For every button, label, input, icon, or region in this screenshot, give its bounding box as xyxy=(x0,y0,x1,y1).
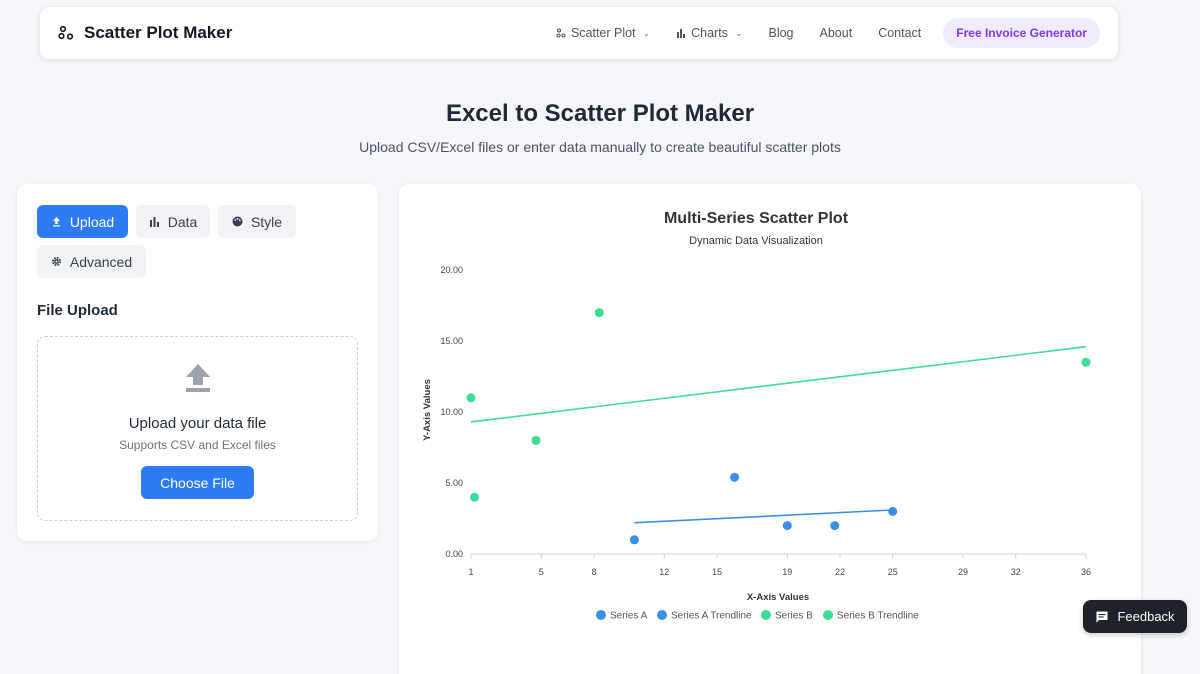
nav-contact-label: Contact xyxy=(878,26,922,40)
scatter-chart: Multi-Series Scatter Plot Dynamic Data Vi… xyxy=(422,210,1091,622)
nav-links: Scatter Plot ⌄ Charts ⌄ Blog About Conta… xyxy=(556,18,1100,48)
x-axis-label: X-Axis Values xyxy=(747,592,809,603)
y-tick-label: 15.00 xyxy=(440,336,463,346)
y-tick-label: 10.00 xyxy=(440,407,463,417)
chat-icon xyxy=(1096,611,1108,622)
data-point-series-b xyxy=(466,393,476,403)
brand[interactable]: Scatter Plot Maker xyxy=(58,23,232,43)
data-point-series-b xyxy=(531,435,541,445)
data-point-series-b xyxy=(470,492,480,502)
nav-blog[interactable]: Blog xyxy=(768,26,793,40)
x-tick-label: 29 xyxy=(958,567,968,577)
nav-about-label: About xyxy=(819,26,853,40)
tab-advanced-label: Advanced xyxy=(69,253,133,270)
tab-upload[interactable]: Upload xyxy=(37,205,128,238)
legend-item: Series A Trendline xyxy=(671,611,752,622)
bar-chart-icon xyxy=(677,29,686,38)
scatter-logo-icon xyxy=(58,25,74,40)
free-invoice-generator-button[interactable]: Free Invoice Generator xyxy=(943,18,1100,48)
legend-item: Series B xyxy=(775,611,813,622)
scatter-icon xyxy=(556,28,566,38)
x-tick-label: 8 xyxy=(591,567,596,577)
legend-item: Series A xyxy=(610,611,648,622)
bar-chart-icon xyxy=(149,217,159,227)
brand-name: Scatter Plot Maker xyxy=(84,23,233,42)
nav-scatter-plot[interactable]: Scatter Plot ⌄ xyxy=(556,26,650,40)
x-tick-label: 25 xyxy=(888,567,898,577)
tab-style-label: Style xyxy=(250,213,283,230)
file-upload-heading: File Upload xyxy=(37,302,118,319)
chevron-down-icon: ⌄ xyxy=(734,27,743,38)
tab-upload-label: Upload xyxy=(69,213,115,230)
chart-subtitle: Dynamic Data Visualization xyxy=(689,235,823,247)
data-point-series-a xyxy=(730,472,740,482)
feedback-label: Feedback xyxy=(1117,609,1175,624)
dropzone-title: Upload your data file xyxy=(128,415,267,432)
tab-style[interactable]: Style xyxy=(218,205,296,238)
nav-charts-label: Charts xyxy=(691,26,728,40)
controls-panel: Upload Data Style Advanced File Upload U… xyxy=(17,184,378,541)
chart-title: Multi-Series Scatter Plot xyxy=(664,210,849,227)
gear-icon xyxy=(51,256,61,267)
nav-contact[interactable]: Contact xyxy=(878,26,921,40)
x-tick-label: 36 xyxy=(1081,567,1091,577)
feedback-button[interactable]: Feedback xyxy=(1083,600,1187,633)
legend-marker xyxy=(657,610,667,620)
y-tick-label: 20.00 xyxy=(440,265,463,275)
x-tick-label: 32 xyxy=(1011,567,1021,577)
top-navbar: Scatter Plot Maker Scatter Plot ⌄ Charts… xyxy=(39,6,1119,60)
x-tick-label: 19 xyxy=(782,567,792,577)
x-tick-label: 12 xyxy=(659,567,669,577)
y-tick-label: 0.00 xyxy=(445,549,463,559)
legend-marker xyxy=(823,610,833,620)
tab-advanced[interactable]: Advanced xyxy=(37,245,146,278)
upload-icon xyxy=(52,217,60,227)
legend-item: Series B Trendline xyxy=(837,611,919,622)
x-tick-label: 22 xyxy=(835,567,845,577)
y-axis-label: Y-Axis Values xyxy=(422,379,433,441)
nav-scatter-plot-label: Scatter Plot xyxy=(570,26,636,40)
trendline-series-a xyxy=(634,509,893,524)
trendline-series-b xyxy=(470,345,1087,423)
x-tick-label: 5 xyxy=(539,567,544,577)
upload-arrow-icon xyxy=(186,364,210,392)
chart-panel: Multi-Series Scatter Plot Dynamic Data Vi… xyxy=(399,184,1141,674)
nav-charts[interactable]: Charts ⌄ xyxy=(676,26,742,40)
tab-data-label: Data xyxy=(167,213,198,230)
x-tick-label: 1 xyxy=(468,567,473,577)
page-subtitle: Upload CSV/Excel files or enter data man… xyxy=(359,139,841,155)
tab-data[interactable]: Data xyxy=(136,205,210,238)
dropzone-subtitle: Supports CSV and Excel files xyxy=(119,438,276,452)
data-point-series-a xyxy=(888,506,898,516)
chevron-down-icon: ⌄ xyxy=(642,27,651,38)
x-tick-label: 15 xyxy=(712,567,722,577)
data-point-series-b xyxy=(1081,357,1091,367)
page-title: Excel to Scatter Plot Maker xyxy=(445,100,755,127)
legend-marker xyxy=(761,610,771,620)
y-tick-label: 5.00 xyxy=(445,478,463,488)
data-point-series-a xyxy=(629,535,639,545)
choose-file-button[interactable]: Choose File xyxy=(141,466,254,499)
data-point-series-a xyxy=(782,521,792,531)
data-point-series-b xyxy=(594,308,604,318)
palette-icon xyxy=(232,216,243,227)
nav-about[interactable]: About xyxy=(820,26,853,40)
file-dropzone[interactable]: Upload your data file Supports CSV and E… xyxy=(37,336,358,521)
nav-blog-label: Blog xyxy=(768,26,794,40)
legend-marker xyxy=(596,610,606,620)
data-point-series-a xyxy=(830,521,840,531)
